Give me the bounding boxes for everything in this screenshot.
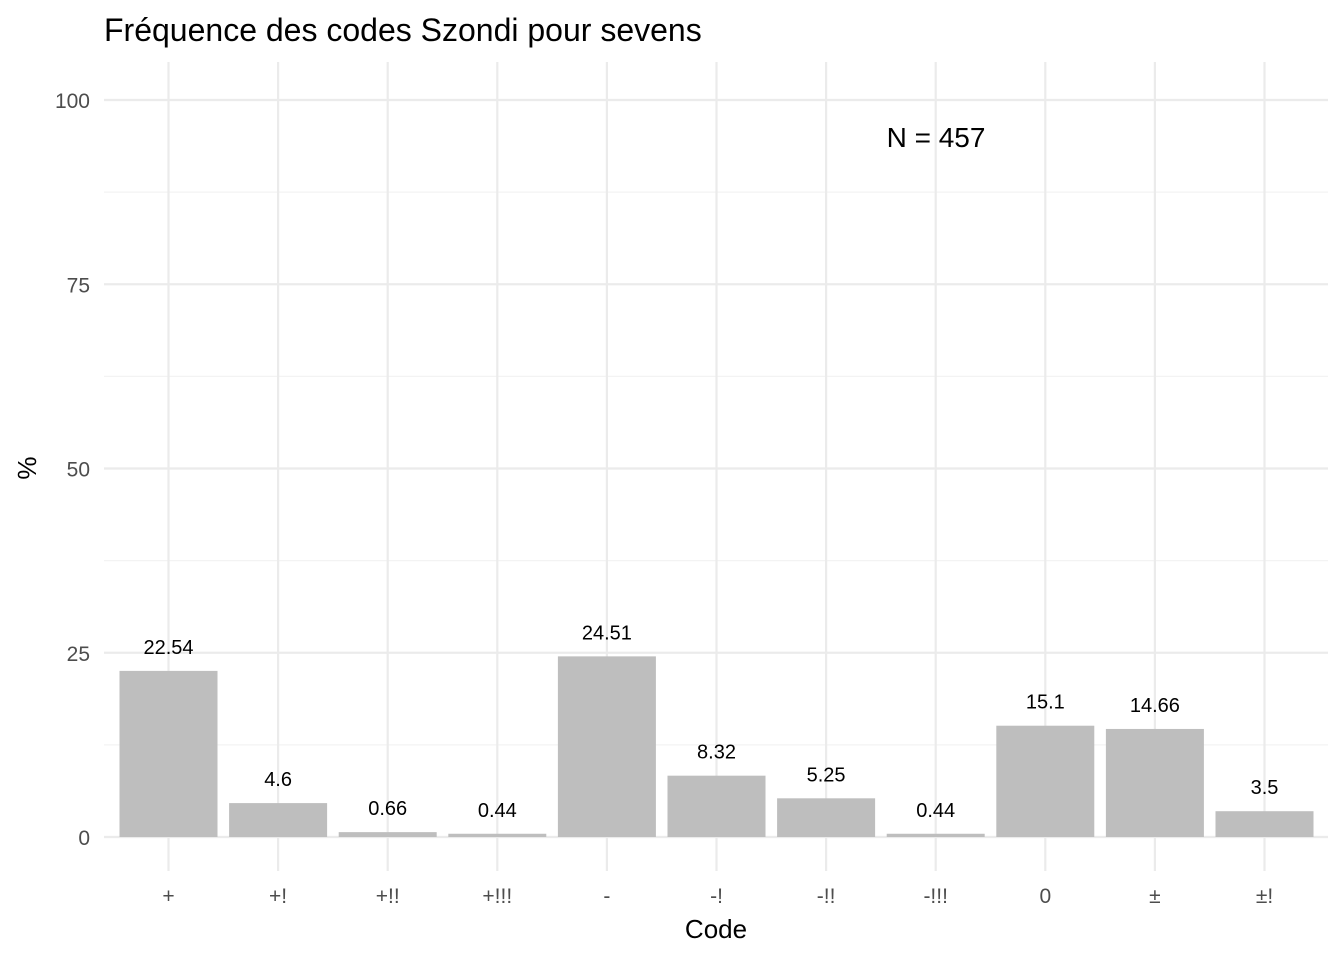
x-tick-label: -!!! <box>923 885 948 908</box>
y-tick-label: 50 <box>67 459 90 482</box>
y-tick-label: 100 <box>55 90 90 113</box>
bar-value-label: 4.6 <box>264 769 292 791</box>
bar <box>1105 728 1204 837</box>
x-tick-label: -! <box>710 885 723 908</box>
x-axis-title: Code <box>685 914 747 944</box>
y-tick-label: 0 <box>78 827 90 850</box>
bar <box>229 803 328 837</box>
bar-value-label: 0.44 <box>916 800 955 822</box>
bar-value-label: 5.25 <box>807 764 846 786</box>
x-tick-label: + <box>162 885 174 908</box>
x-tick-label: +! <box>269 885 287 908</box>
bar <box>667 775 766 837</box>
y-axis-title: % <box>12 456 42 479</box>
chart-title: Fréquence des codes Szondi pour sevens <box>104 12 702 48</box>
bar <box>448 833 547 837</box>
y-tick-label: 25 <box>67 643 90 666</box>
bar <box>886 833 985 837</box>
bar-value-label: 0.66 <box>368 798 407 820</box>
bar-value-label: 15.1 <box>1026 692 1065 714</box>
bar <box>557 656 656 837</box>
x-tick-label: +!!! <box>482 885 512 908</box>
y-axis-ticks: 0 25 50 75 100 <box>55 90 90 850</box>
bar <box>338 832 437 837</box>
x-axis-ticks: + +! +!! +!!! - -! -!! -!!! 0 ± ±! <box>162 885 1273 908</box>
x-tick-label: -!! <box>817 885 836 908</box>
x-tick-label: ± <box>1149 885 1161 908</box>
bars <box>119 656 1314 837</box>
sample-size-annotation: N = 457 <box>887 122 986 153</box>
x-tick-label: - <box>603 885 610 908</box>
x-tick-label: +!! <box>376 885 400 908</box>
bar <box>777 798 876 837</box>
bar-value-label: 14.66 <box>1130 695 1180 717</box>
bar-value-label: 8.32 <box>697 742 736 764</box>
bar-value-label: 22.54 <box>143 637 193 659</box>
bar <box>119 670 218 837</box>
bar-value-label: 24.51 <box>582 622 632 644</box>
bar-value-label: 0.44 <box>478 800 517 822</box>
bar <box>996 725 1095 837</box>
data-labels: 22.54 4.6 0.66 0.44 24.51 8.32 5.25 0.44 15.1 14.… <box>143 622 1278 821</box>
bar-value-label: 3.5 <box>1251 777 1279 799</box>
x-tick-label: ±! <box>1256 885 1273 908</box>
y-tick-label: 75 <box>67 274 90 297</box>
bar <box>1215 811 1314 837</box>
x-tick-label: 0 <box>1039 885 1051 908</box>
